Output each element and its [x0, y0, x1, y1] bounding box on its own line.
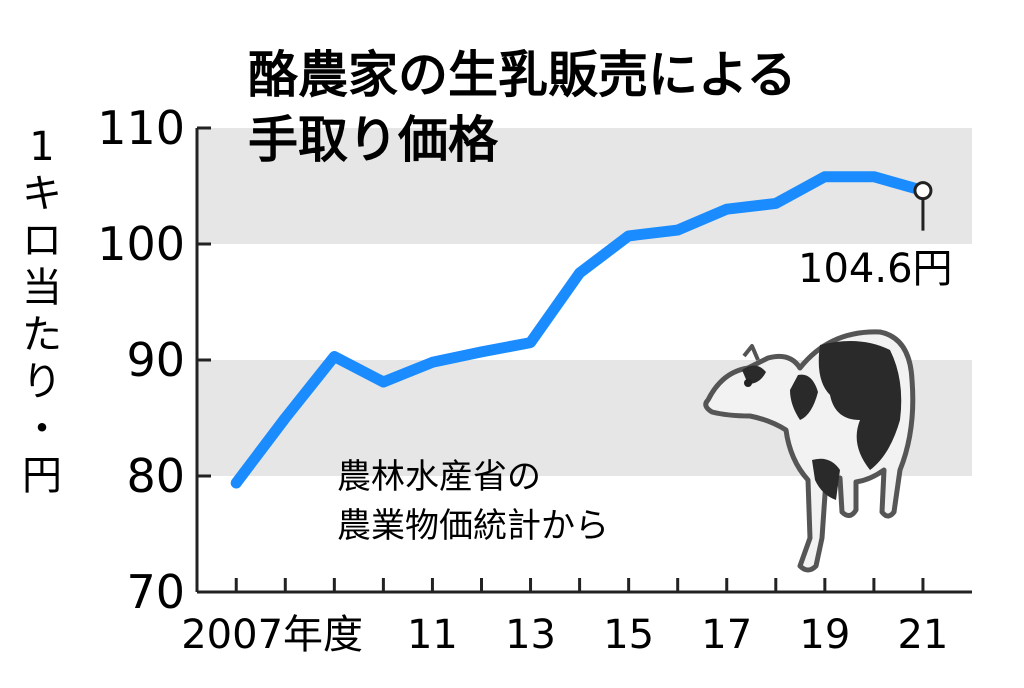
y-tick-label: 100 [97, 217, 185, 271]
x-tick-label: 2007年度 [181, 612, 363, 658]
y-tick-labels: 70 80 90 100 110 [97, 101, 185, 619]
y-axis-label-char: 1 [29, 124, 54, 170]
y-tick-label: 70 [126, 565, 185, 619]
y-tick-label: 110 [97, 101, 185, 155]
x-tick-labels: 2007年度 11 13 15 17 19 21 [181, 612, 948, 658]
series-line [230, 171, 929, 489]
chart-title-line-2: 手取り価格 [248, 111, 499, 169]
end-value-label: 104.6円 [798, 246, 953, 292]
source-note-line-2: 農業物価統計から [337, 506, 609, 546]
x-tick-label: 11 [407, 612, 458, 658]
source-note-line-1: 農林水産省の [337, 457, 541, 497]
axes [195, 126, 972, 594]
chart-title-line-1: 酪農家の生乳販売による [248, 46, 797, 104]
y-axis-label-char: 円 [22, 453, 62, 499]
x-tick-label: 17 [701, 612, 752, 658]
y-axis-label-char: り [22, 359, 62, 405]
y-tick-label: 90 [126, 333, 185, 387]
end-point-marker [913, 181, 933, 231]
y-axis-label-char: ロ [22, 218, 62, 264]
cow-illustration [703, 329, 916, 573]
y-axis-label-char: た [22, 312, 62, 358]
y-tick-label: 80 [126, 449, 185, 503]
end-point-circle [913, 181, 933, 201]
shaded-band-1 [197, 128, 972, 244]
x-tick-label: 19 [799, 612, 850, 658]
y-axis-label-char: ・ [22, 406, 62, 452]
x-tick-label: 15 [603, 612, 654, 658]
x-tick-label: 21 [897, 612, 948, 658]
y-axis-label-char: 当 [22, 265, 62, 311]
x-tick-label: 13 [505, 612, 556, 658]
y-axis-label-char: キ [22, 171, 62, 217]
